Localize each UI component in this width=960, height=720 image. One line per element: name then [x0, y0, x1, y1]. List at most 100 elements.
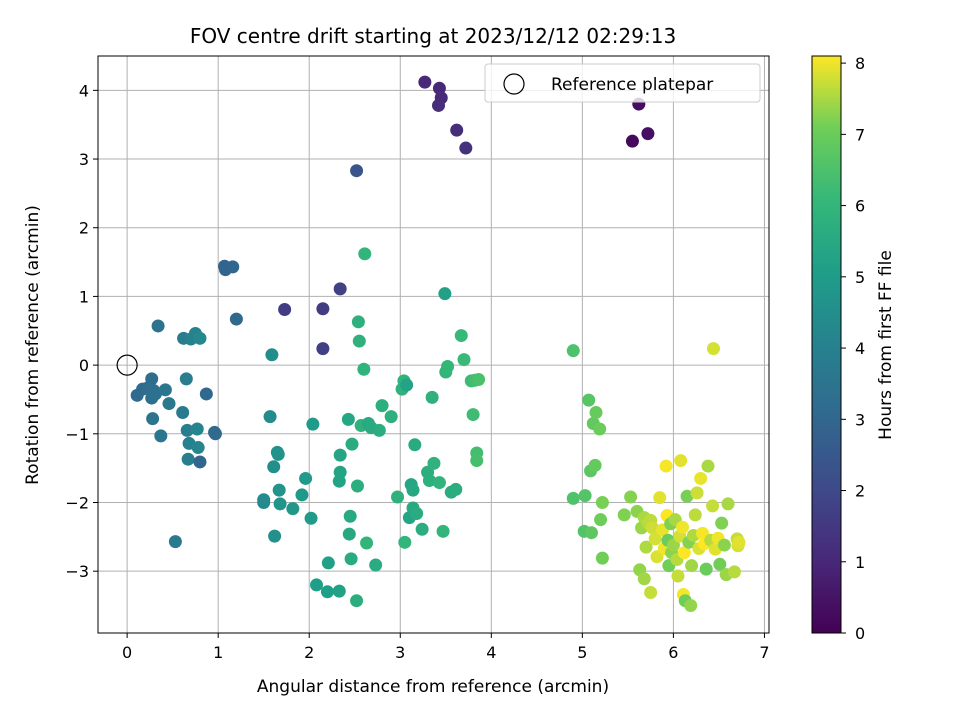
- chart-title: FOV centre drift starting at 2023/12/12 …: [190, 24, 676, 48]
- colorbar-tick-label: 3: [855, 410, 865, 429]
- data-point: [286, 502, 300, 516]
- data-point: [321, 556, 335, 570]
- data-point: [436, 524, 450, 538]
- legend-box: [484, 63, 761, 103]
- data-point: [357, 362, 371, 376]
- y-tick-label: 1: [79, 287, 89, 306]
- data-point: [406, 483, 420, 497]
- data-point: [181, 452, 195, 466]
- data-point: [410, 506, 424, 520]
- data-point: [271, 447, 285, 461]
- data-point: [449, 482, 463, 496]
- data-point: [438, 287, 452, 301]
- data-point: [154, 429, 168, 443]
- colorbar-tick-label: 5: [855, 268, 865, 287]
- data-point: [391, 490, 405, 504]
- data-point: [263, 410, 277, 424]
- x-axis-ticks: 0 1 2 3 4 5 6 7: [122, 633, 770, 662]
- data-point: [432, 98, 446, 112]
- x-tick-label: 6: [668, 643, 678, 662]
- data-point: [457, 353, 471, 367]
- data-point: [595, 495, 609, 509]
- data-point: [699, 562, 713, 576]
- data-point: [578, 489, 592, 503]
- data-point: [375, 399, 389, 413]
- plot-area-frame: [97, 55, 770, 634]
- data-point: [594, 513, 608, 527]
- data-point: [372, 423, 386, 437]
- data-point: [304, 511, 318, 525]
- data-point: [398, 535, 412, 549]
- data-point: [680, 489, 694, 503]
- colorbar-tick-label: 7: [855, 125, 865, 144]
- y-tick-label: −1: [65, 425, 89, 444]
- data-point: [441, 359, 455, 373]
- data-point: [713, 557, 727, 571]
- y-tick-label: 2: [79, 219, 89, 238]
- y-tick-label: 3: [79, 150, 89, 169]
- data-point: [265, 348, 279, 362]
- colorbar: [811, 55, 842, 634]
- data-point: [454, 329, 468, 343]
- legend-marker-icon: [503, 73, 525, 95]
- x-tick-label: 2: [304, 643, 314, 662]
- data-point: [644, 585, 658, 599]
- data-point: [671, 569, 685, 583]
- colorbar-tick-label: 0: [855, 624, 865, 643]
- legend: Reference platepar: [484, 63, 761, 103]
- data-point: [146, 412, 160, 426]
- data-point: [257, 493, 271, 507]
- y-tick-label: 0: [79, 356, 89, 375]
- x-tick-label: 1: [213, 643, 223, 662]
- data-point: [427, 456, 441, 470]
- y-axis-ticks: −3 −2 −1 0 1 2 3 4: [65, 81, 98, 581]
- data-point: [345, 437, 359, 451]
- data-point: [352, 334, 366, 348]
- data-point: [273, 497, 287, 511]
- data-point: [310, 578, 324, 592]
- data-point: [418, 75, 432, 89]
- data-point: [690, 486, 704, 500]
- data-point: [151, 319, 165, 333]
- data-point: [645, 521, 659, 535]
- data-point: [168, 535, 182, 549]
- data-point: [179, 372, 193, 386]
- data-point: [432, 81, 446, 95]
- data-point: [721, 497, 735, 511]
- data-point: [617, 508, 631, 522]
- data-point: [306, 417, 320, 431]
- colorbar-tick-label: 1: [855, 553, 865, 572]
- data-point: [316, 342, 330, 356]
- data-point: [320, 585, 334, 599]
- data-point: [688, 508, 702, 522]
- data-point: [676, 520, 690, 534]
- data-point: [732, 535, 746, 549]
- data-point: [706, 342, 720, 356]
- y-axis-label: Rotation from reference (arcmin): [23, 205, 43, 485]
- colorbar-tick-label: 6: [855, 197, 865, 216]
- data-point: [674, 454, 688, 468]
- data-point: [193, 455, 207, 469]
- data-point: [360, 536, 374, 550]
- data-point: [459, 141, 473, 155]
- data-point: [162, 397, 176, 411]
- data-point: [278, 302, 292, 316]
- data-point: [341, 412, 355, 426]
- data-point: [648, 532, 662, 546]
- data-point: [180, 423, 194, 437]
- data-point: [595, 551, 609, 565]
- data-point: [229, 312, 243, 326]
- data-point: [701, 459, 715, 473]
- data-point: [384, 410, 398, 424]
- data-point: [466, 408, 480, 422]
- y-tick-label: −3: [65, 562, 89, 581]
- data-point: [190, 422, 204, 436]
- data-point: [677, 546, 691, 560]
- data-point: [432, 476, 446, 490]
- x-tick-label: 3: [395, 643, 405, 662]
- data-point: [299, 471, 313, 485]
- data-point: [208, 427, 222, 441]
- reference-platepar-marker: [116, 354, 138, 376]
- data-point: [566, 491, 580, 505]
